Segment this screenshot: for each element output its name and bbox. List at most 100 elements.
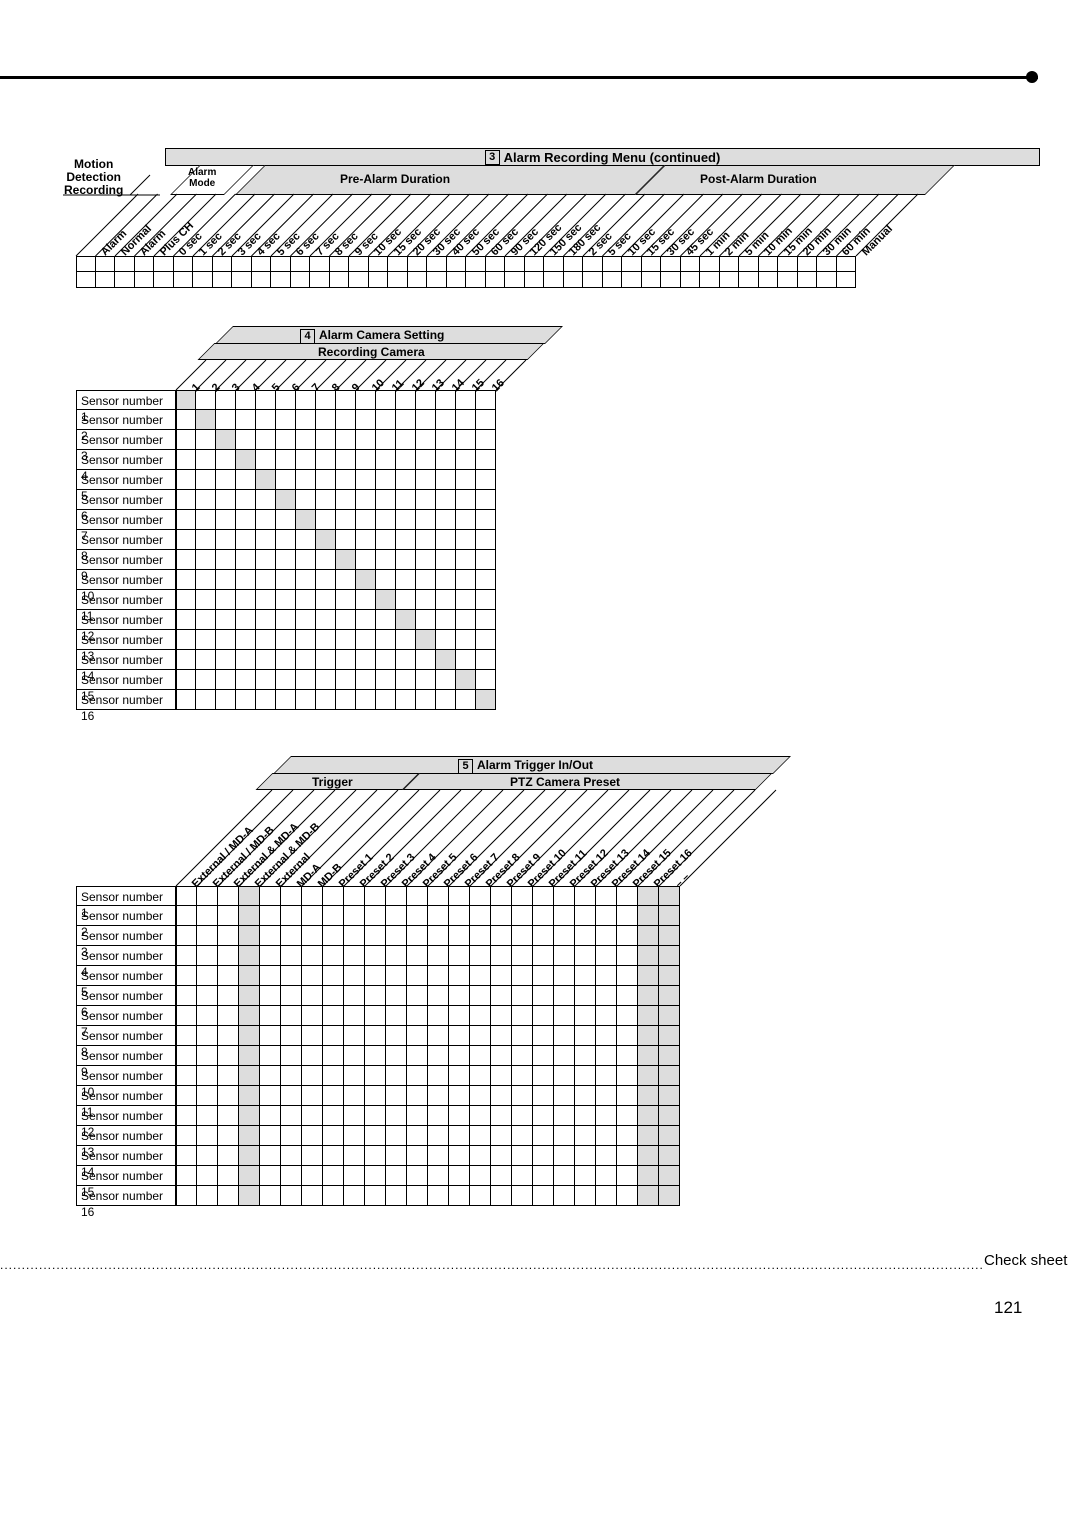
s4-cell [296,510,316,530]
s5-cell [365,1006,386,1026]
s5-cell [218,1186,239,1206]
s5-cell [260,1126,281,1146]
s4-cell [456,490,476,510]
s5-cell [218,1086,239,1106]
s4-cell [356,410,376,430]
s5-row-label: Sensor number 6 [76,986,176,1006]
alarm-mode-label: Alarm Mode [188,167,216,189]
top-rule [0,76,1038,79]
s4-cell [316,390,336,410]
s4-cell [476,630,496,650]
s4-cell [456,450,476,470]
s4-cell [296,550,316,570]
s4-cell [316,490,336,510]
s4-row-label: Sensor number 13 [76,630,176,650]
s4-cell [276,630,296,650]
s5-cell [197,906,218,926]
s4-cell [176,590,196,610]
s5-cell [344,886,365,906]
s5-cell [491,1126,512,1146]
s4-cell [256,510,276,530]
s4-row-label: Sensor number 4 [76,450,176,470]
s4-cell [236,390,256,410]
s4-cell [236,510,256,530]
s5-cell [344,1046,365,1066]
s4-row-label: Sensor number 3 [76,430,176,450]
s5-cell [491,886,512,906]
s4-cell [416,670,436,690]
s4-cell [376,590,396,610]
s4-cell [376,550,396,570]
s5-cell [323,1006,344,1026]
s4-cell [436,610,456,630]
s3-cell [232,272,252,288]
s5-cell [575,1166,596,1186]
s5-cell [365,1106,386,1126]
s4-cell [336,450,356,470]
s4-cell [356,390,376,410]
s5-cell [344,1186,365,1206]
s5-cell [491,1066,512,1086]
s5-cell [176,1026,197,1046]
s5-cell [344,1086,365,1106]
s4-cell [216,530,236,550]
s3-cell [817,272,837,288]
s5-cell [575,986,596,1006]
s3-cell [252,272,272,288]
s5-cell [407,1046,428,1066]
s5-cell [638,1066,659,1086]
s4-cell [236,610,256,630]
s5-cell [617,1066,638,1086]
s3-cell [525,256,545,272]
s3-cell [388,256,408,272]
s5-cell [533,886,554,906]
s3-cell [291,272,311,288]
s5-cell [365,926,386,946]
s5-cell [659,1066,680,1086]
s5-cell [575,886,596,906]
s5-cell [365,1166,386,1186]
s4-cell [316,670,336,690]
s4-cell [276,570,296,590]
s5-cell [491,986,512,1006]
s5-cell [575,1086,596,1106]
s5-cell [512,1106,533,1126]
s5-cell [218,1046,239,1066]
s4-cell [276,510,296,530]
s4-cell [436,510,456,530]
s4-cell [176,510,196,530]
s5-cell [365,1086,386,1106]
s5-cell [449,1186,470,1206]
s5-cell [302,1186,323,1206]
section3-column-labels: AlarmNormalAlarmPlus CH0 sec1 sec2 sec3 … [95,248,995,249]
s3-cell [778,272,798,288]
s5-cell [491,946,512,966]
s4-cell [276,530,296,550]
s5-cell [260,1026,281,1046]
s5-cell [596,1106,617,1126]
s5-cell [512,1066,533,1086]
s5-cell [344,966,365,986]
s4-cell [216,470,236,490]
s4-cell [396,670,416,690]
s4-cell [416,390,436,410]
s3-cell [603,256,623,272]
s4-cell [416,570,436,590]
s4-cell [276,590,296,610]
s4-cell [456,690,476,710]
s4-cell [216,450,236,470]
s3-cell [603,272,623,288]
s4-cell [436,630,456,650]
s5-cell [617,1026,638,1046]
s4-cell [336,470,356,490]
s5-cell [323,1126,344,1146]
s5-cell [449,1026,470,1046]
s5-cell [365,1066,386,1086]
s5-cell [659,986,680,1006]
s5-cell [428,1026,449,1046]
s3-cell [96,272,116,288]
s5-cell [176,1126,197,1146]
s5-cell [239,1086,260,1106]
s5-cell [575,926,596,946]
s5-cell [449,946,470,966]
